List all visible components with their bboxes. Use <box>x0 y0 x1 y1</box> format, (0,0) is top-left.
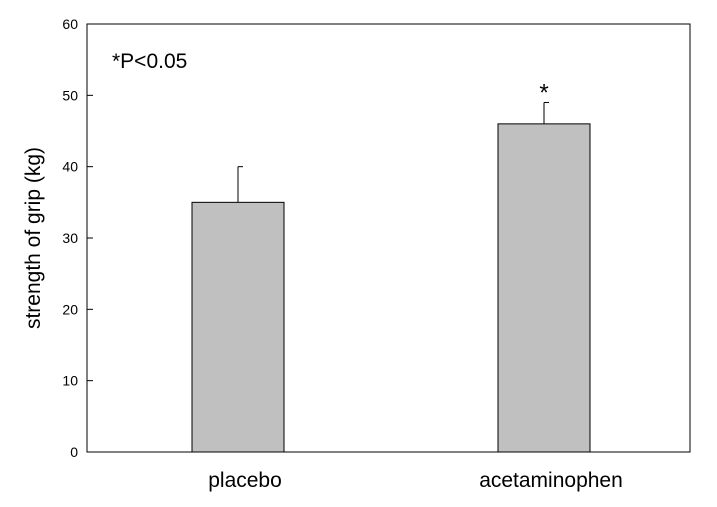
y-tick-label: 60 <box>62 16 78 32</box>
y-axis-ticks: 0 10 20 30 40 50 60 <box>62 16 93 460</box>
plot-frame <box>86 23 691 453</box>
y-tick-label: 10 <box>62 373 78 389</box>
bars: * <box>191 79 591 453</box>
y-tick-label: 0 <box>70 444 78 460</box>
y-tick-label: 40 <box>62 159 78 175</box>
significance-star-acetaminophen: * <box>539 79 548 106</box>
bar-acetaminophen <box>497 123 591 453</box>
y-tick-label: 20 <box>62 301 78 317</box>
category-label-placebo: placebo <box>208 469 282 492</box>
x-axis-category-labels: placebo acetaminophen <box>208 469 623 492</box>
y-axis-title: strength of grip (kg) <box>22 147 45 329</box>
bar-placebo <box>191 201 285 453</box>
significance-annotation: *P<0.05 <box>112 50 187 73</box>
y-tick-label: 30 <box>62 230 78 246</box>
category-label-acetaminophen: acetaminophen <box>479 469 623 492</box>
y-tick-label: 50 <box>62 87 78 103</box>
